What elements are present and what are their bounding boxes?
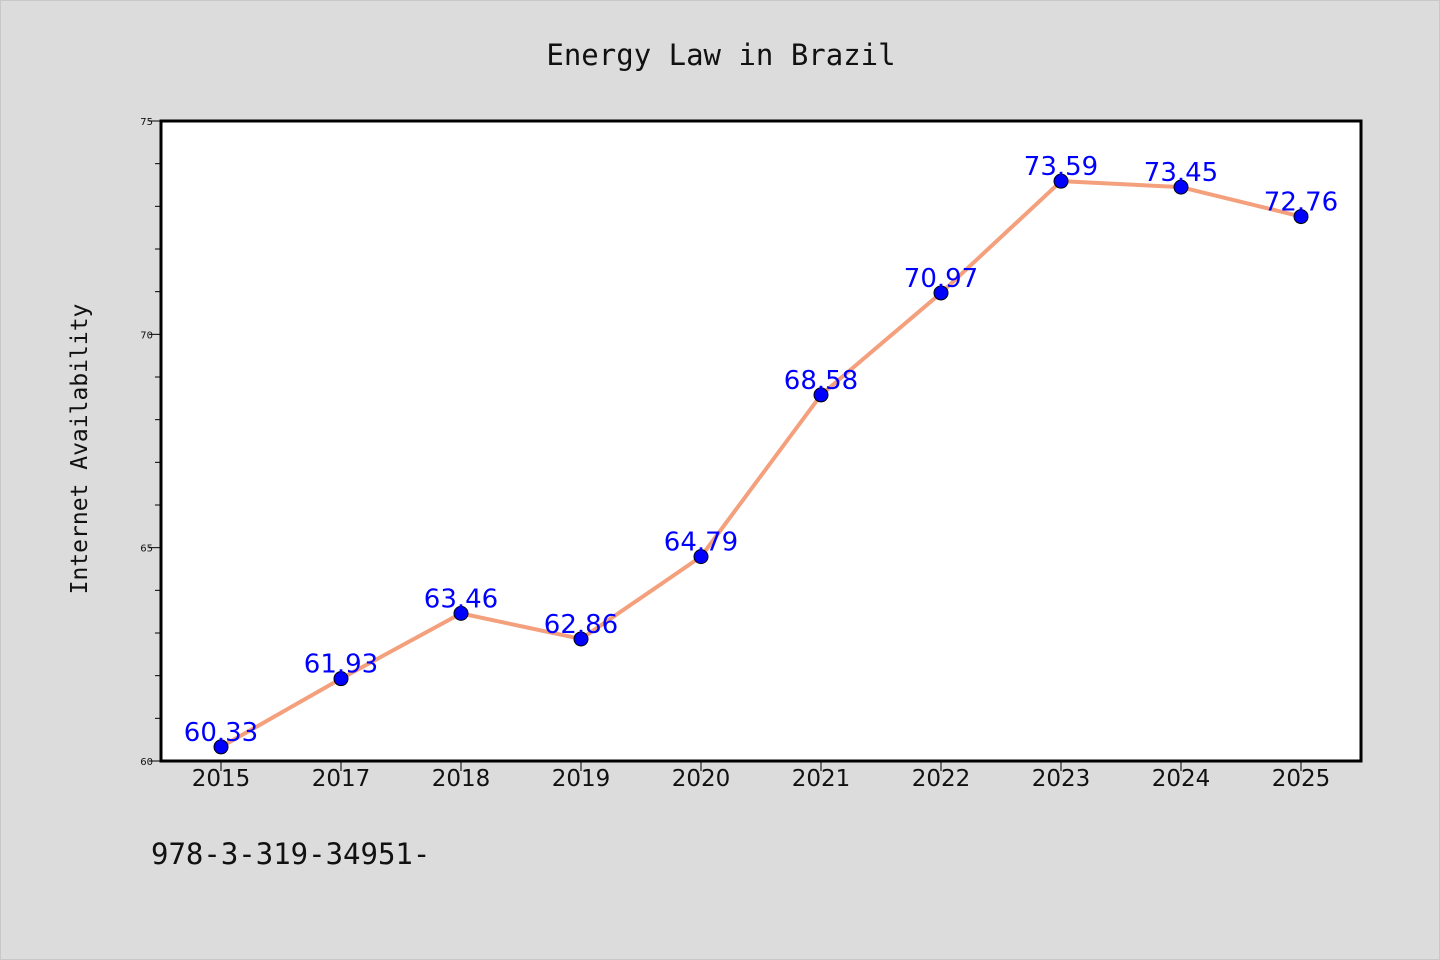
data-point: [333, 671, 349, 687]
chart-title: Energy Law in Brazil: [546, 38, 895, 72]
data-label: 72.76: [1264, 188, 1338, 218]
x-axis: 2015 2017 2018 2019 2020 2021 2022 2023 2024 2025: [192, 761, 1331, 792]
data-label: 62.86: [544, 610, 618, 640]
x-tick-label: 2025: [1272, 766, 1331, 792]
x-tick-label: 2024: [1152, 766, 1211, 792]
y-tick-label: 60: [140, 757, 153, 768]
data-label: 70.97: [904, 264, 978, 294]
y-tick-label: 65: [140, 544, 153, 555]
data-point: [1173, 179, 1189, 195]
y-tick-label: 70: [140, 330, 153, 341]
data-point: [573, 631, 589, 647]
x-tick-label: 2018: [432, 766, 491, 792]
series-line-group: [219, 179, 1303, 749]
data-labels: 60.33 61.93 63.46 62.86 64.79 68.58 70.97 73.59…: [184, 152, 1338, 748]
data-point: [813, 387, 829, 403]
y-axis-label: Internet Availability: [67, 304, 93, 595]
data-label: 63.46: [424, 584, 498, 614]
x-tick-label: 2023: [1032, 766, 1091, 792]
data-point: [1293, 209, 1309, 225]
data-label: 64.79: [664, 528, 738, 558]
data-point: [693, 549, 709, 565]
x-tick-label: 2020: [672, 766, 731, 792]
plot-area: [159, 119, 1363, 763]
data-label: 73.59: [1024, 152, 1098, 182]
y-axis: 60 65 70 75: [140, 117, 161, 768]
data-point: [933, 285, 949, 301]
data-label: 73.45: [1144, 158, 1218, 188]
footer-text: 978-3-319-34951-: [151, 837, 430, 871]
x-tick-label: 2022: [912, 766, 971, 792]
series-line: [219, 179, 1303, 749]
data-label: 61.93: [304, 650, 378, 680]
data-label: 68.58: [784, 366, 858, 396]
y-tick-label: 75: [140, 117, 153, 128]
data-point: [213, 739, 229, 755]
data-point: [1053, 173, 1069, 189]
x-tick-label: 2019: [552, 766, 611, 792]
series-markers: [213, 173, 1309, 755]
x-tick-label: 2017: [312, 766, 371, 792]
x-tick-label: 2015: [192, 766, 251, 792]
data-label: 60.33: [184, 718, 258, 748]
x-tick-label: 2021: [792, 766, 851, 792]
data-point: [453, 605, 469, 621]
